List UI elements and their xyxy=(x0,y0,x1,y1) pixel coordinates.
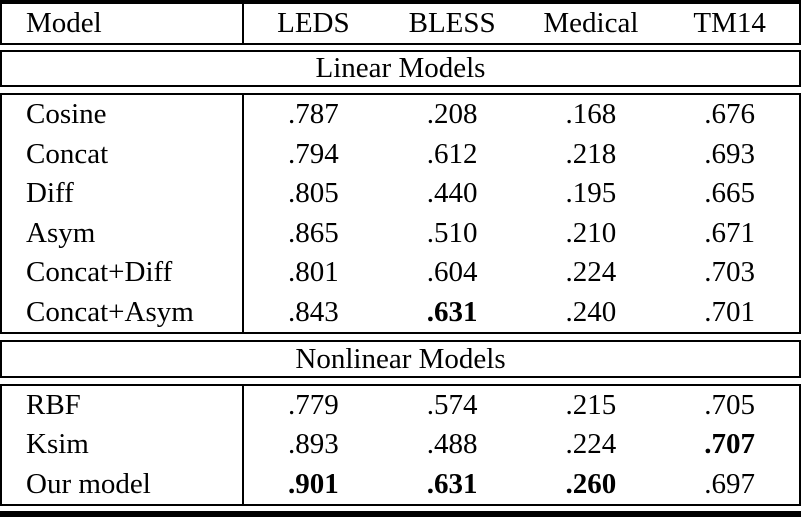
model-name-cell: Concat+Asym xyxy=(2,292,244,332)
value-cell: .693 xyxy=(704,137,755,170)
value-cell: .707 xyxy=(704,428,755,461)
value-cell: .224 xyxy=(565,256,617,289)
value-cell: .705 xyxy=(704,389,755,422)
table-row: Cosine .787 .208 .168 .676 xyxy=(2,95,799,135)
value-cell: .697 xyxy=(704,467,755,500)
value-cell: .665 xyxy=(704,177,755,210)
value-cell: .787 xyxy=(288,98,339,131)
value-cell: .703 xyxy=(704,256,755,289)
value-cell: .510 xyxy=(426,216,478,249)
header-col-bless: BLESS xyxy=(408,7,496,39)
model-name-cell: Asym xyxy=(2,213,244,253)
nonlinear-models-data: RBF .779 .574 .215 .705 Ksim .893 .488 .… xyxy=(0,384,801,506)
value-cell: .893 xyxy=(288,428,339,461)
value-cell: .843 xyxy=(288,295,339,328)
header-col-tm14: TM14 xyxy=(693,7,766,39)
value-cell: .168 xyxy=(565,98,617,131)
value-cell: .631 xyxy=(426,295,478,328)
value-cell: .215 xyxy=(565,389,617,422)
value-cell: .801 xyxy=(288,256,339,289)
value-cell: .701 xyxy=(704,295,755,328)
table-row: Concat+Diff .801 .604 .224 .703 xyxy=(2,253,799,293)
header-columns: LEDS BLESS Medical TM14 xyxy=(244,4,799,43)
value-cell: .574 xyxy=(426,389,478,422)
value-cell: .865 xyxy=(288,216,339,249)
linear-models-data: Cosine .787 .208 .168 .676 Concat .794 .… xyxy=(0,93,801,334)
value-cell: .794 xyxy=(288,137,339,170)
section-title-linear: Linear Models xyxy=(0,50,801,87)
table-row: Asym .865 .510 .210 .671 xyxy=(2,213,799,253)
table-row: Concat+Asym .843 .631 .240 .701 xyxy=(2,292,799,332)
model-name-cell: Ksim xyxy=(2,425,244,465)
table-row: Concat .794 .612 .218 .693 xyxy=(2,134,799,174)
value-cell: .440 xyxy=(426,177,478,210)
value-cell: .805 xyxy=(288,177,339,210)
table-header-row: Model LEDS BLESS Medical TM14 xyxy=(0,0,801,45)
section-title-label: Nonlinear Models xyxy=(295,342,506,375)
section-title-nonlinear: Nonlinear Models xyxy=(0,340,801,378)
model-name-cell: Cosine xyxy=(2,95,244,135)
value-cell: .195 xyxy=(565,177,617,210)
value-cell: .260 xyxy=(565,467,617,500)
section-title-label: Linear Models xyxy=(315,52,486,84)
table-row: Ksim .893 .488 .224 .707 xyxy=(2,425,799,465)
value-cell: .488 xyxy=(426,428,478,461)
table-row: RBF .779 .574 .215 .705 xyxy=(2,386,799,426)
value-cell: .218 xyxy=(565,137,617,170)
model-name-cell: Concat xyxy=(2,134,244,174)
table-bottom-rule xyxy=(0,511,801,517)
value-cell: .612 xyxy=(426,137,478,170)
value-cell: .208 xyxy=(426,98,478,131)
value-cell: .224 xyxy=(565,428,617,461)
model-name-cell: Diff xyxy=(2,174,244,214)
value-cell: .604 xyxy=(426,256,478,289)
header-model-cell: Model xyxy=(2,4,244,43)
header-col-medical: Medical xyxy=(543,7,639,39)
value-cell: .779 xyxy=(288,389,339,422)
value-cell: .631 xyxy=(426,467,478,500)
header-col-leds: LEDS xyxy=(277,7,350,39)
model-name-cell: RBF xyxy=(2,386,244,426)
model-name-cell: Concat+Diff xyxy=(2,253,244,293)
value-cell: .901 xyxy=(288,467,339,500)
value-cell: .210 xyxy=(565,216,617,249)
table-row: Our model .901 .631 .260 .697 xyxy=(2,464,799,504)
model-name-cell: Our model xyxy=(2,464,244,504)
value-cell: .240 xyxy=(565,295,617,328)
value-cell: .671 xyxy=(704,216,755,249)
table-row: Diff .805 .440 .195 .665 xyxy=(2,174,799,214)
value-cell: .676 xyxy=(704,98,755,131)
